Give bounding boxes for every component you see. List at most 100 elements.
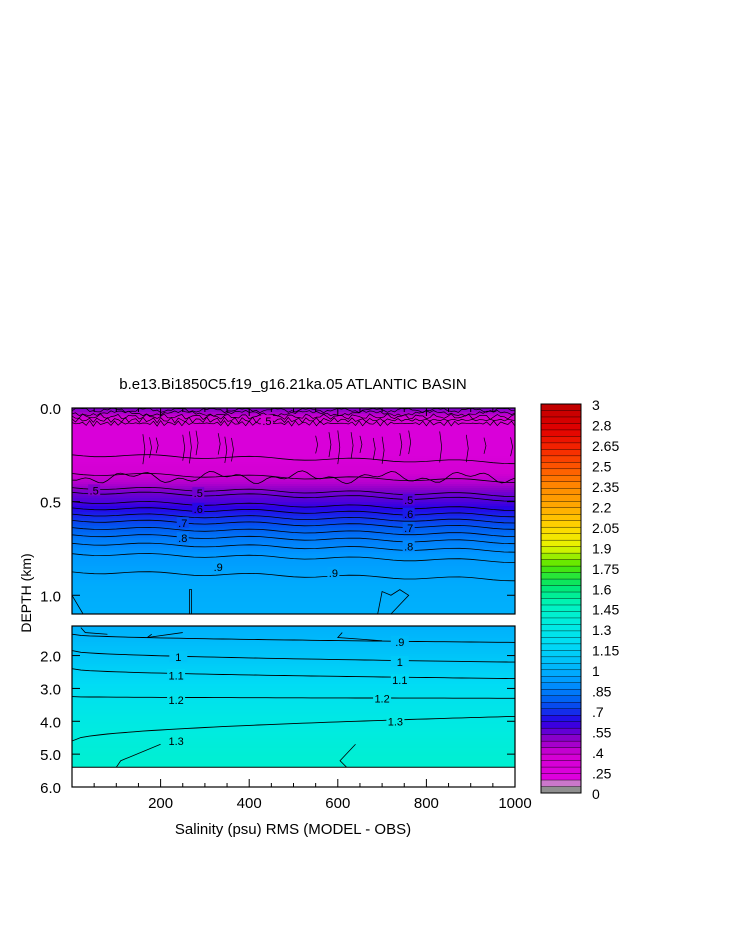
contour-label: 1.1 [168,670,183,682]
contour-line [336,632,383,642]
colorbar [540,403,582,794]
heatmap-cell [72,634,515,637]
heatmap-cell [72,572,515,575]
contour-line [142,434,146,465]
colorbar-swatch [540,715,582,723]
heatmap-cell [72,528,515,531]
colorbar-label: 1 [592,663,600,679]
colorbar-swatch [540,663,582,671]
heatmap-cell [72,530,515,533]
heatmap-cell [72,740,515,743]
heatmap-cell [72,680,515,683]
contour-line [483,437,487,454]
heatmap-cell [72,734,515,737]
heatmap-cell [72,692,515,695]
heatmap-cell [72,512,515,515]
contour-label-bg [169,651,188,663]
colorbar-swatch [540,481,582,489]
heatmap-cell [72,666,515,669]
heatmap-cell [72,510,515,513]
contour-label: .6 [194,504,203,516]
contour-line [71,486,516,497]
contour-line [71,413,516,421]
contour-label-bg [373,692,392,704]
heatmap-cell [72,522,515,525]
heatmap-cell [72,548,515,551]
contour-label-bg [192,487,205,499]
heatmap-cell [72,448,515,451]
heatmap-cell [72,546,515,549]
contour-line [71,595,84,615]
y-tick-label: 3.0 [40,681,61,698]
contour-line [224,436,228,464]
heatmap-cell [72,418,515,421]
heatmap-cell [72,508,515,511]
heatmap-cell [72,694,515,697]
heatmap-cell [72,742,515,745]
heatmap-cell [72,638,515,641]
heatmap-cell [72,464,515,467]
heatmap-cell [72,658,515,661]
colorbar-swatch [540,520,582,528]
heatmap-cell [72,750,515,753]
colorbar-swatch [540,591,582,599]
heatmap-cell [72,720,515,723]
heatmap-cell [72,532,515,535]
colorbar-swatch [540,501,582,509]
heatmap-cell [72,710,515,713]
heatmap-cell [72,608,515,611]
x-tick-label: 1000 [498,795,531,812]
lower-panel [71,626,516,787]
heatmap-cell [72,506,515,509]
heatmap-cell [72,526,515,529]
contour-line [71,542,516,553]
contour-line [71,668,516,680]
contour-line [350,432,354,459]
heatmap-cell [72,668,515,671]
contour-line [71,519,516,530]
contour-label: 1 [175,652,181,664]
contour-label: .5 [194,488,203,500]
land-mask [72,767,515,787]
contour-line [71,500,516,511]
colorbar-swatch [540,708,582,716]
heatmap-cell [72,490,515,493]
contour-line [115,743,161,768]
colorbar-label: 2.8 [592,417,612,433]
colorbar-swatch [540,436,582,444]
y-tick-label: 4.0 [40,714,61,731]
contour-line [71,650,516,663]
heatmap-cell [72,678,515,681]
heatmap-cell [72,718,515,721]
heatmap-cell [72,564,515,567]
colorbar-label: 2.35 [592,479,619,495]
heatmap-cell [72,712,515,715]
contour-label-bg [167,735,186,746]
colorbar-swatch [540,760,582,768]
heatmap-cell [72,432,515,435]
heatmap-cell [72,480,515,483]
heatmap-cell [72,670,515,673]
heatmap-cell [72,684,515,687]
contour-label: 1.1 [392,675,407,687]
heatmap-cell [72,576,515,579]
heatmap-cell [72,486,515,489]
heatmap-cell [72,612,515,615]
colorbar-swatch [540,650,582,658]
contour-label-bg [212,561,225,573]
heatmap-cell [72,458,515,461]
colorbar-swatch [540,572,582,580]
heatmap-cell [72,504,515,507]
colorbar-label: 1.75 [592,561,619,577]
contour-line [328,432,332,458]
y-tick-label: 0.0 [40,401,61,418]
colorbar-label: .55 [592,725,612,741]
contour-line [80,627,108,635]
heatmap-cell [72,568,515,571]
colorbar-swatch [540,727,582,736]
chart-title: b.e13.Bi1850C5.f19_g16.21ka.05 ATLANTIC … [119,376,466,393]
heatmap-cell [72,414,515,417]
colorbar-swatch [540,747,582,755]
heatmap-cell [72,690,515,693]
